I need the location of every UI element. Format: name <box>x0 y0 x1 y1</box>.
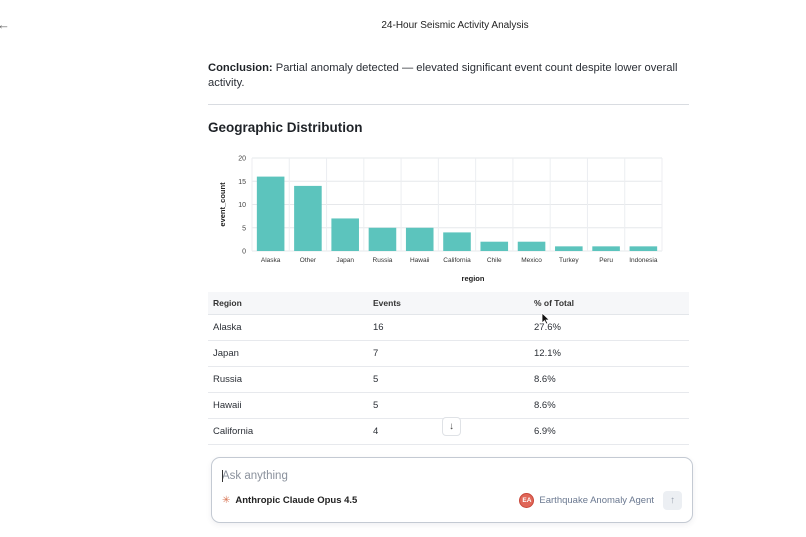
x-tick-label: Japan <box>336 257 354 264</box>
anthropic-spark-icon: ✳ <box>222 495 231 506</box>
conclusion-body: Partial anomaly detected — elevated sign… <box>208 62 678 89</box>
bar-chile <box>480 241 509 251</box>
page-title: 24-Hour Seismic Activity Analysis <box>381 20 529 31</box>
send-button[interactable]: ↑ <box>663 491 682 510</box>
cell-region: California <box>213 426 254 437</box>
x-tick-label: Hawaii <box>410 257 430 264</box>
table-row: Japan 7 12.1% <box>208 341 689 367</box>
bar-russia <box>368 227 397 251</box>
cell-events: 5 <box>373 374 379 385</box>
bar-hawaii <box>405 227 434 251</box>
cell-events: 16 <box>373 322 384 333</box>
cell-percent: 12.1% <box>534 348 561 359</box>
conclusion-label: Conclusion: <box>208 62 273 74</box>
ask-input[interactable] <box>222 467 652 485</box>
table-row: Alaska 16 27.6% <box>208 315 689 341</box>
cell-region: Japan <box>213 348 239 359</box>
geographic-distribution-chart: 0 5 10 15 20 Alaska Other Japan Russia Hawaii Cali… <box>212 147 686 288</box>
x-tick-label: Turkey <box>559 257 579 264</box>
section-title: Geographic Distribution <box>208 120 363 135</box>
model-name: Anthropic Claude Opus 4.5 <box>235 495 358 506</box>
header-events[interactable]: Events <box>373 298 401 308</box>
back-arrow-icon[interactable]: ← <box>0 17 10 32</box>
x-tick-label: Other <box>300 257 317 264</box>
x-tick-label: Chile <box>487 257 502 264</box>
x-tick-label: Russia <box>373 257 393 264</box>
table-header: Region Events % of Total <box>208 292 689 315</box>
x-tick-label: California <box>443 257 471 264</box>
model-selector[interactable]: ✳ Anthropic Claude Opus 4.5 <box>222 495 357 506</box>
cell-region: Hawaii <box>213 400 242 411</box>
y-tick-label: 0 <box>242 249 246 256</box>
x-tick-label: Indonesia <box>629 257 658 264</box>
bar-other <box>294 185 322 251</box>
bar-mexico <box>517 241 546 251</box>
arrow-down-icon: ↓ <box>449 421 454 432</box>
table-row: California 4 6.9% <box>208 419 689 445</box>
bar-turkey <box>555 246 583 251</box>
cell-percent: 8.6% <box>534 400 556 411</box>
table-row: Hawaii 5 8.6% <box>208 393 689 419</box>
table-row: Russia 5 8.6% <box>208 367 689 393</box>
y-tick-label: 5 <box>242 225 246 232</box>
y-tick-label: 10 <box>238 202 246 209</box>
header-region[interactable]: Region <box>213 298 242 308</box>
cell-percent: 6.9% <box>534 426 556 437</box>
mouse-cursor-icon <box>541 312 550 325</box>
arrow-up-icon: ↑ <box>670 495 675 506</box>
bar-chart-svg: 0 5 10 15 20 Alaska Other Japan Russia Hawaii Cali… <box>218 156 663 283</box>
cell-region: Alaska <box>213 322 242 333</box>
bar-japan <box>331 218 359 251</box>
bar-alaska <box>256 176 285 251</box>
header-percent[interactable]: % of Total <box>534 298 574 308</box>
x-tick-label: Mexico <box>521 257 542 264</box>
scroll-down-button[interactable]: ↓ <box>442 417 461 436</box>
cell-percent: 8.6% <box>534 374 556 385</box>
y-axis-label: event_count <box>218 182 227 227</box>
x-tick-label: Alaska <box>261 257 281 264</box>
cell-percent: 27.6% <box>534 322 561 333</box>
text-caret <box>222 470 223 482</box>
cell-events: 4 <box>373 426 379 437</box>
y-tick-label: 20 <box>238 156 246 163</box>
chat-composer: ✳ Anthropic Claude Opus 4.5 EA Earthquak… <box>211 457 693 523</box>
cell-events: 7 <box>373 348 379 359</box>
x-axis-label: region <box>462 274 485 283</box>
bar-california <box>443 232 471 251</box>
agent-name: Earthquake Anomaly Agent <box>539 495 654 506</box>
divider <box>208 104 689 105</box>
cell-region: Russia <box>213 374 243 385</box>
bar-peru <box>592 246 620 251</box>
agent-selector[interactable]: EA Earthquake Anomaly Agent <box>519 493 654 508</box>
cell-events: 5 <box>373 400 379 411</box>
conclusion-text: Conclusion: Partial anomaly detected — e… <box>208 61 678 91</box>
x-tick-label: Peru <box>599 257 613 264</box>
agent-avatar: EA <box>519 493 535 508</box>
y-tick-label: 15 <box>238 179 246 186</box>
bar-indonesia <box>629 246 658 251</box>
